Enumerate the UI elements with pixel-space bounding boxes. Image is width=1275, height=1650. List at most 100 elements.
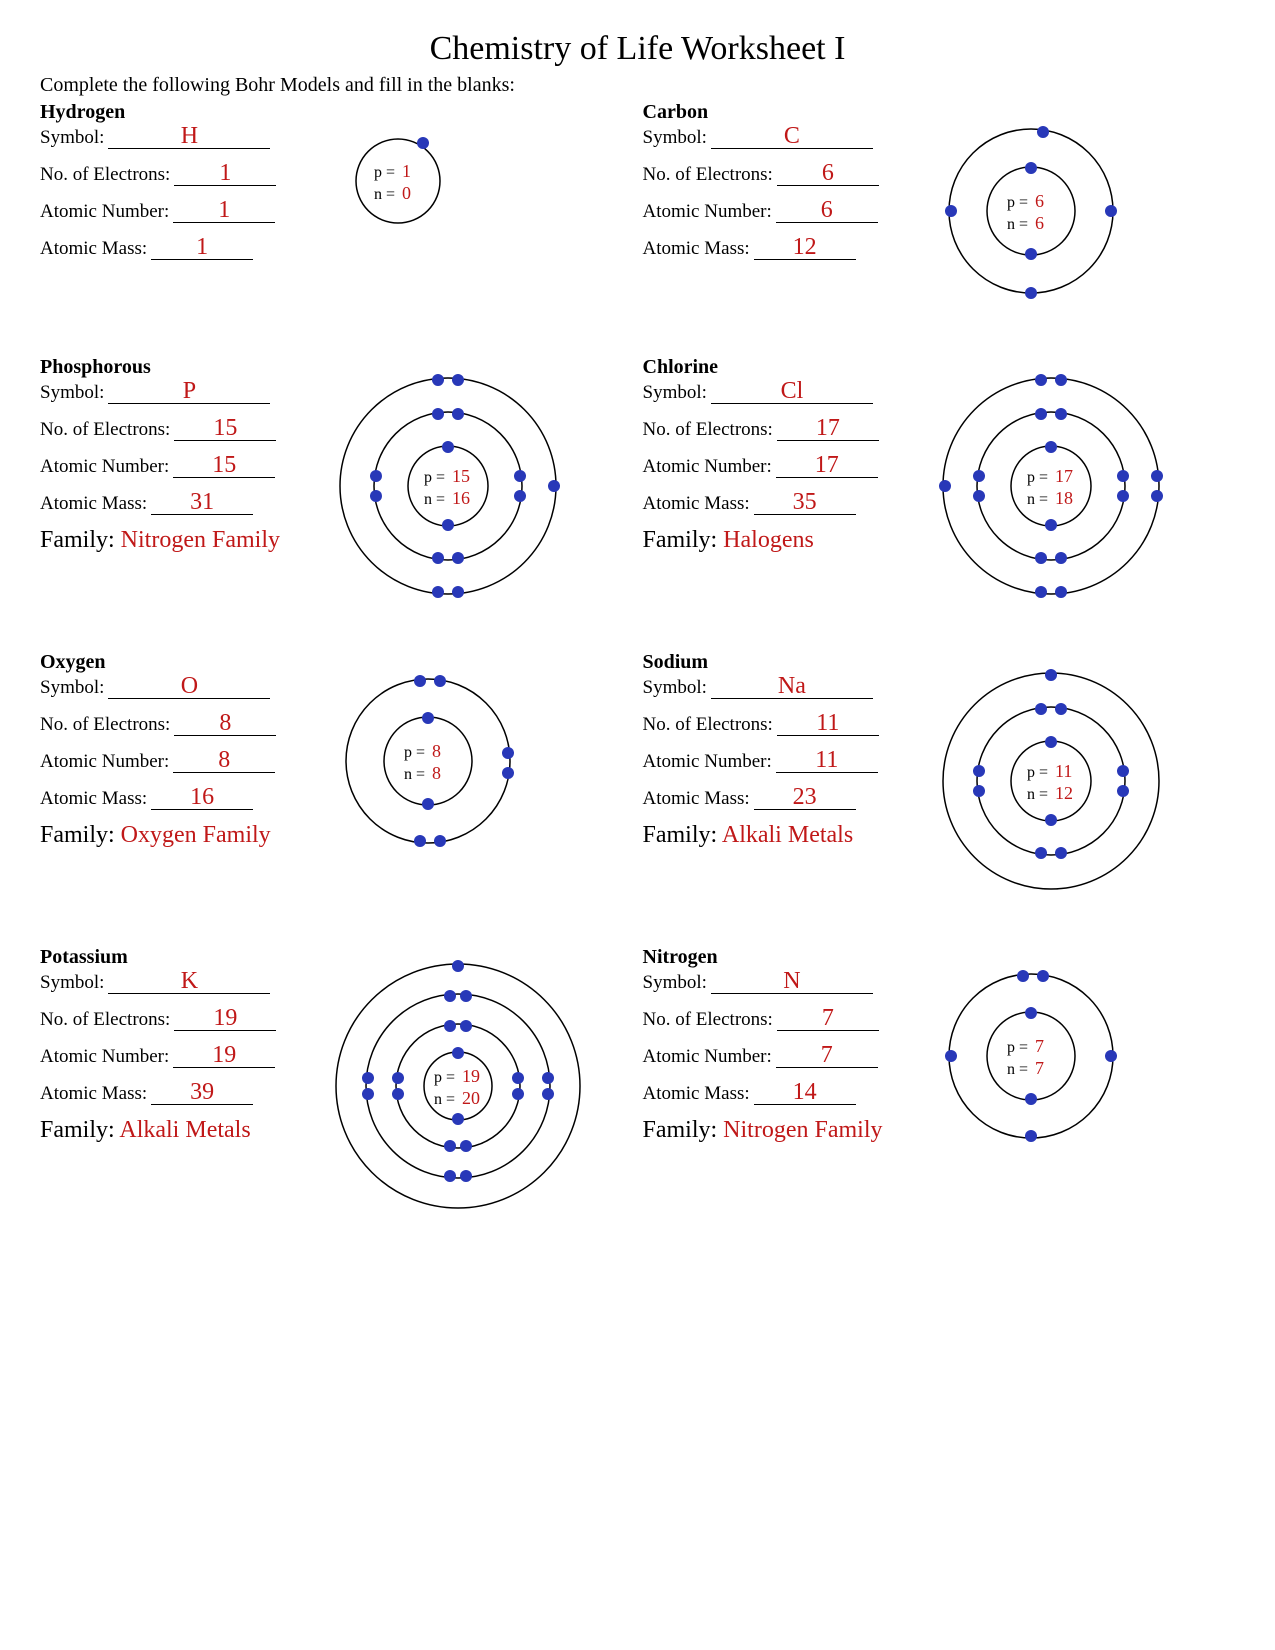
atomic-number-value: 11 — [776, 748, 878, 773]
family-label: Family: — [40, 822, 115, 848]
electrons-value: 15 — [174, 416, 276, 441]
atomic-mass-value: 14 — [754, 1080, 856, 1105]
svg-text:n =: n = — [374, 186, 395, 203]
symbol-value: C — [711, 124, 873, 149]
symbol-value: H — [108, 124, 270, 149]
atomic-number-value: 6 — [776, 198, 878, 223]
electrons-label: No. of Electrons: — [643, 714, 773, 736]
electrons-row: No. of Electrons: 15 — [40, 416, 320, 441]
atomic-mass-row: Atomic Mass: 23 — [643, 785, 923, 810]
svg-text:p =: p = — [374, 164, 395, 181]
atomic-number-label: Atomic Number: — [643, 456, 772, 478]
atomic-number-row: Atomic Number: 19 — [40, 1043, 320, 1068]
family-row: Family: Nitrogen Family — [643, 1117, 923, 1144]
bohr-model: p = 7n = 7 — [931, 956, 1131, 1161]
svg-text:p =: p = — [1007, 1039, 1028, 1056]
bohr-model: p = 17n = 18 — [931, 366, 1171, 611]
svg-text:n =: n = — [404, 766, 425, 783]
element-block: Sodium Symbol: Na No. of Electrons: 11 A… — [643, 651, 1236, 906]
element-name: Hydrogen — [40, 101, 320, 124]
svg-text:1: 1 — [402, 161, 411, 181]
family-label: Family: — [643, 1117, 718, 1143]
element-block: Oxygen Symbol: O No. of Electrons: 8 Ato… — [40, 651, 633, 906]
atomic-number-label: Atomic Number: — [40, 456, 169, 478]
atomic-mass-label: Atomic Mass: — [40, 788, 147, 810]
element-block: Phosphorous Symbol: P No. of Electrons: … — [40, 356, 633, 611]
atomic-mass-row: Atomic Mass: 1 — [40, 235, 320, 260]
electrons-row: No. of Electrons: 7 — [643, 1006, 923, 1031]
atomic-mass-label: Atomic Mass: — [643, 493, 750, 515]
svg-text:7: 7 — [1035, 1058, 1044, 1078]
electrons-value: 1 — [174, 161, 276, 186]
symbol-value: K — [108, 969, 270, 994]
electrons-value: 7 — [777, 1006, 879, 1031]
svg-text:6: 6 — [1035, 191, 1044, 211]
svg-text:p =: p = — [424, 469, 445, 486]
symbol-value: P — [108, 379, 270, 404]
bohr-model: p = 11n = 12 — [931, 661, 1171, 906]
electrons-row: No. of Electrons: 17 — [643, 416, 923, 441]
electrons-label: No. of Electrons: — [40, 714, 170, 736]
bohr-model: p = 8n = 8 — [328, 661, 528, 866]
element-block: Hydrogen Symbol: H No. of Electrons: 1 A… — [40, 101, 633, 316]
symbol-label: Symbol: — [40, 972, 104, 994]
svg-text:n =: n = — [424, 491, 445, 508]
family-row: Family: Alkali Metals — [643, 822, 923, 849]
family-value: Halogens — [723, 527, 814, 553]
atomic-number-label: Atomic Number: — [643, 751, 772, 773]
symbol-row: Symbol: N — [643, 969, 923, 994]
atomic-mass-row: Atomic Mass: 12 — [643, 235, 923, 260]
symbol-value: Cl — [711, 379, 873, 404]
symbol-row: Symbol: H — [40, 124, 320, 149]
family-label: Family: — [40, 527, 115, 553]
atomic-number-row: Atomic Number: 7 — [643, 1043, 923, 1068]
atomic-mass-value: 16 — [151, 785, 253, 810]
svg-text:18: 18 — [1055, 488, 1073, 508]
element-name: Phosphorous — [40, 356, 320, 379]
electrons-label: No. of Electrons: — [40, 419, 170, 441]
element-name: Potassium — [40, 946, 320, 969]
atomic-number-label: Atomic Number: — [40, 751, 169, 773]
symbol-row: Symbol: Cl — [643, 379, 923, 404]
atomic-number-value: 1 — [173, 198, 275, 223]
symbol-label: Symbol: — [643, 127, 707, 149]
element-block: Nitrogen Symbol: N No. of Electrons: 7 A… — [643, 946, 1236, 1221]
svg-text:11: 11 — [1055, 761, 1072, 781]
symbol-label: Symbol: — [40, 677, 104, 699]
atomic-mass-value: 1 — [151, 235, 253, 260]
family-value: Oxygen Family — [121, 822, 271, 848]
atomic-mass-label: Atomic Mass: — [643, 1083, 750, 1105]
svg-text:19: 19 — [462, 1066, 480, 1086]
family-label: Family: — [40, 1117, 115, 1143]
svg-text:20: 20 — [462, 1088, 480, 1108]
atomic-mass-value: 12 — [754, 235, 856, 260]
element-block: Potassium Symbol: K No. of Electrons: 19… — [40, 946, 633, 1221]
atomic-number-row: Atomic Number: 17 — [643, 453, 923, 478]
svg-text:p =: p = — [1027, 469, 1048, 486]
svg-text:8: 8 — [432, 763, 441, 783]
element-block: Chlorine Symbol: Cl No. of Electrons: 17… — [643, 356, 1236, 611]
element-fields: Nitrogen Symbol: N No. of Electrons: 7 A… — [643, 946, 923, 1144]
symbol-row: Symbol: Na — [643, 674, 923, 699]
electrons-value: 8 — [174, 711, 276, 736]
atomic-mass-label: Atomic Mass: — [643, 788, 750, 810]
atomic-mass-label: Atomic Mass: — [40, 1083, 147, 1105]
family-row: Family: Halogens — [643, 527, 923, 554]
element-name: Sodium — [643, 651, 923, 674]
electrons-value: 6 — [777, 161, 879, 186]
atomic-mass-row: Atomic Mass: 16 — [40, 785, 320, 810]
element-fields: Carbon Symbol: C No. of Electrons: 6 Ato… — [643, 101, 923, 272]
svg-text:17: 17 — [1055, 466, 1073, 486]
symbol-value: O — [108, 674, 270, 699]
family-value: Nitrogen Family — [723, 1117, 882, 1143]
atomic-number-row: Atomic Number: 6 — [643, 198, 923, 223]
svg-text:p =: p = — [1027, 764, 1048, 781]
atomic-number-label: Atomic Number: — [40, 201, 169, 223]
electrons-row: No. of Electrons: 11 — [643, 711, 923, 736]
atomic-mass-value: 35 — [754, 490, 856, 515]
electrons-label: No. of Electrons: — [643, 164, 773, 186]
family-value: Alkali Metals — [722, 822, 853, 848]
family-value: Alkali Metals — [119, 1117, 250, 1143]
family-value: Nitrogen Family — [121, 527, 280, 553]
electrons-row: No. of Electrons: 8 — [40, 711, 320, 736]
